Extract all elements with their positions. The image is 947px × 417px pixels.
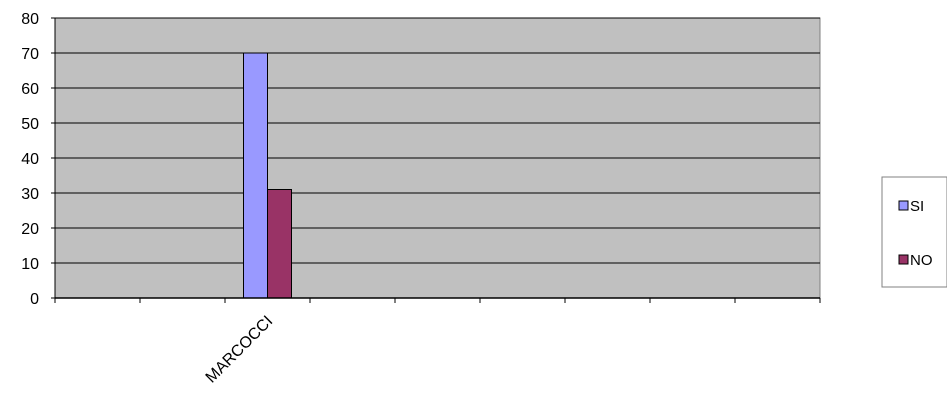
y-tick-labels: 0 10 20 30 40 50 60 70 80 [21,11,39,308]
y-tick-label: 60 [21,81,39,98]
y-tick-label: 80 [21,11,39,28]
legend-box [881,176,947,288]
bar-si-marcocci [243,52,268,299]
y-tick-label: 70 [21,46,39,63]
y-tick-label: 40 [21,151,39,168]
y-tick-label: 50 [21,116,39,133]
legend-swatch-si [898,200,909,211]
y-tick-label: 20 [21,221,39,238]
bars [243,52,292,299]
axes [51,17,821,303]
gridlines [55,17,820,264]
bar-no-marcocci [267,189,292,299]
legend: SI NO [881,176,947,288]
legend-label-no: NO [910,252,933,269]
y-tick-label: 30 [21,186,39,203]
legend-label-si: SI [910,198,924,215]
y-tick-label: 10 [21,256,39,273]
x-tick-labels: MARCOCCI [203,313,277,387]
y-tick-label: 0 [30,291,39,308]
x-tick-label: MARCOCCI [203,313,277,387]
legend-swatch-no [898,254,909,265]
